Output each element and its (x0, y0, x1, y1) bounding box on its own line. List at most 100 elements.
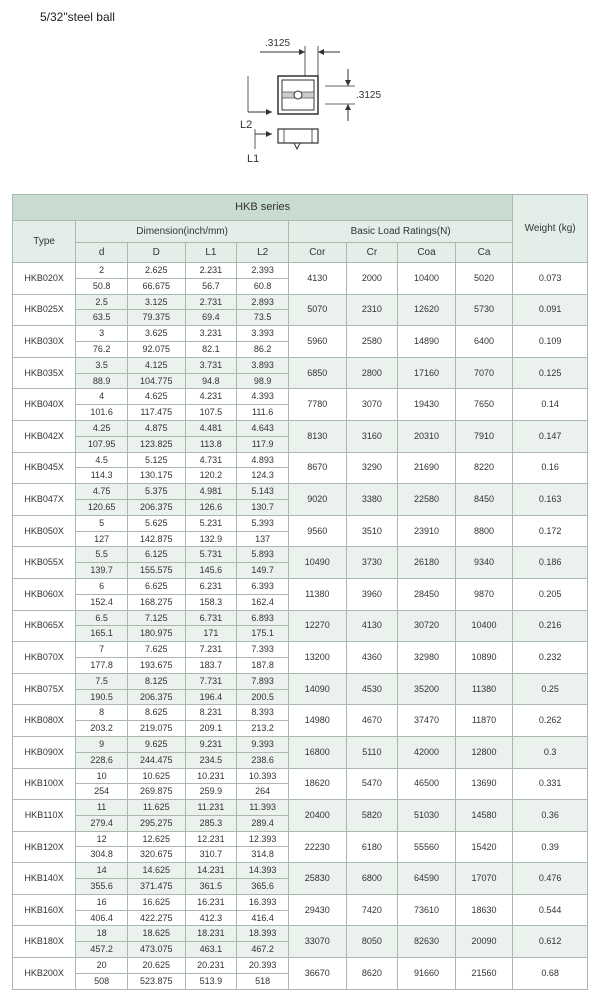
L2-mm: 162.4 (237, 594, 289, 610)
d-inch: 7 (76, 642, 128, 658)
Cor: 22230 (289, 831, 347, 863)
d-inch: 5.5 (76, 547, 128, 563)
L1-inch: 5.731 (185, 547, 237, 563)
Ca: 7070 (455, 357, 513, 389)
Cr: 5470 (346, 768, 398, 800)
D-inch: 18.625 (128, 926, 186, 942)
d-inch: 4.75 (76, 484, 128, 500)
D-mm: 79.375 (128, 310, 186, 326)
weight: 0.544 (513, 894, 588, 926)
series-title: HKB series (13, 195, 513, 221)
L2-mm: 86.2 (237, 341, 289, 357)
d-inch: 3 (76, 326, 128, 342)
d-mm: 63.5 (76, 310, 128, 326)
D-inch: 4.875 (128, 420, 186, 436)
d-mm: 88.9 (76, 373, 128, 389)
L1-mm: 107.5 (185, 405, 237, 421)
Cor: 10490 (289, 547, 347, 579)
L1-inch: 5.231 (185, 515, 237, 531)
D-inch: 12.625 (128, 831, 186, 847)
table-row: HKB047X4.755.3754.9815.14390203380225808… (13, 484, 588, 500)
Cor: 5070 (289, 294, 347, 326)
L1-inch: 16.231 (185, 894, 237, 910)
L1-inch: 4.731 (185, 452, 237, 468)
L1-mm: 56.7 (185, 278, 237, 294)
Cr: 3960 (346, 578, 398, 610)
L2-inch: 6.893 (237, 610, 289, 626)
Cr: 3070 (346, 389, 398, 421)
L1-mm: 69.4 (185, 310, 237, 326)
l2-label: L2 (240, 119, 252, 131)
table-row: HKB042X4.254.8754.4814.64381303160203107… (13, 420, 588, 436)
d-mm: 139.7 (76, 563, 128, 579)
L1-mm: 171 (185, 626, 237, 642)
D-mm: 155.575 (128, 563, 186, 579)
d-mm: 203.2 (76, 721, 128, 737)
D-mm: 117.475 (128, 405, 186, 421)
Cr: 8620 (346, 958, 398, 990)
L1-mm: 259.9 (185, 784, 237, 800)
d-inch: 20 (76, 958, 128, 974)
dim-right-text: .3125 (356, 90, 381, 101)
weight: 0.68 (513, 958, 588, 990)
L1-mm: 285.3 (185, 815, 237, 831)
L1-inch: 2.231 (185, 263, 237, 279)
D-mm: 104.775 (128, 373, 186, 389)
Ca: 5730 (455, 294, 513, 326)
weight: 0.109 (513, 326, 588, 358)
table-row: HKB075X7.58.1257.7317.893140904530352001… (13, 673, 588, 689)
Cr: 2580 (346, 326, 398, 358)
table-row: HKB065X6.57.1256.7316.893122704130307201… (13, 610, 588, 626)
table-row: HKB035X3.54.1253.7313.893685028001716070… (13, 357, 588, 373)
type-cell: HKB100X (13, 768, 76, 800)
weight: 0.163 (513, 484, 588, 516)
table-row: HKB120X1212.62512.23112.3932223061805556… (13, 831, 588, 847)
Cr: 3290 (346, 452, 398, 484)
L2-mm: 200.5 (237, 689, 289, 705)
Coa: 37470 (398, 705, 456, 737)
table-row: HKB160X1616.62516.23116.3932943074207361… (13, 894, 588, 910)
Ca: 21560 (455, 958, 513, 990)
d-mm: 190.5 (76, 689, 128, 705)
L1-inch: 9.231 (185, 736, 237, 752)
weight: 0.262 (513, 705, 588, 737)
Cor: 12270 (289, 610, 347, 642)
L2-mm: 365.6 (237, 879, 289, 895)
D-inch: 5.125 (128, 452, 186, 468)
L2-mm: 117.9 (237, 436, 289, 452)
Coa: 82630 (398, 926, 456, 958)
L2-mm: 149.7 (237, 563, 289, 579)
L2-mm: 264 (237, 784, 289, 800)
Cor: 20400 (289, 800, 347, 832)
Cr: 5820 (346, 800, 398, 832)
table-row: HKB060X66.6256.2316.39311380396028450987… (13, 578, 588, 594)
d-mm: 304.8 (76, 847, 128, 863)
d-mm: 254 (76, 784, 128, 800)
L2-mm: 98.9 (237, 373, 289, 389)
D-mm: 92.075 (128, 341, 186, 357)
d-mm: 50.8 (76, 278, 128, 294)
L2-inch: 6.393 (237, 578, 289, 594)
L2-mm: 467.2 (237, 942, 289, 958)
Cr: 4360 (346, 642, 398, 674)
col-D: D (128, 243, 186, 263)
D-inch: 20.625 (128, 958, 186, 974)
Coa: 35200 (398, 673, 456, 705)
Ca: 7650 (455, 389, 513, 421)
L2-inch: 5.893 (237, 547, 289, 563)
Ca: 8220 (455, 452, 513, 484)
Cor: 16800 (289, 736, 347, 768)
Cr: 4670 (346, 705, 398, 737)
d-inch: 8 (76, 705, 128, 721)
L2-inch: 20.393 (237, 958, 289, 974)
Coa: 46500 (398, 768, 456, 800)
type-cell: HKB047X (13, 484, 76, 516)
L1-inch: 7.731 (185, 673, 237, 689)
table-row: HKB025X2.53.1252.7312.893507023101262057… (13, 294, 588, 310)
D-inch: 8.125 (128, 673, 186, 689)
L1-inch: 3.231 (185, 326, 237, 342)
D-mm: 206.375 (128, 499, 186, 515)
L2-mm: 73.5 (237, 310, 289, 326)
L2-mm: 130.7 (237, 499, 289, 515)
Cr: 3730 (346, 547, 398, 579)
